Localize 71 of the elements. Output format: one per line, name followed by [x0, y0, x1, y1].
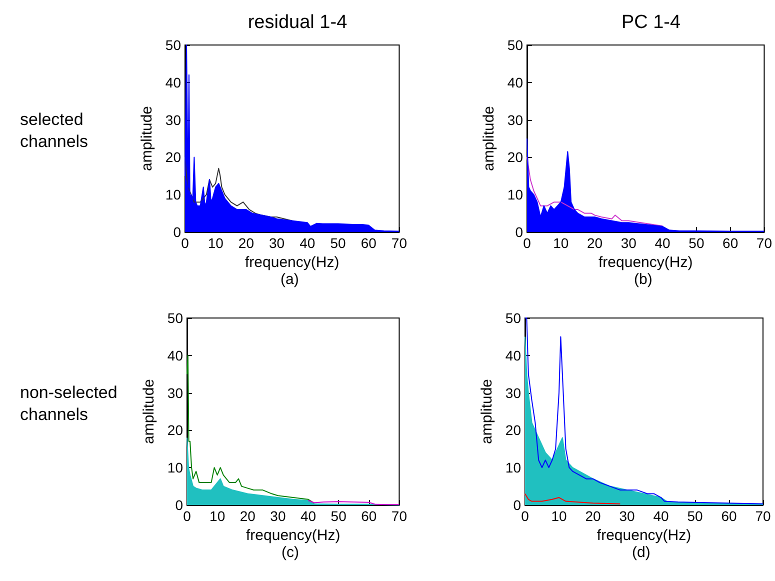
x-tick-label: 20 — [238, 235, 254, 251]
x-axis-title: frequency(Hz) — [245, 254, 340, 271]
y-tick-label: 0 — [515, 224, 524, 240]
x-tick-label: 10 — [553, 235, 569, 251]
x-tick-label: 40 — [654, 235, 671, 251]
x-tick-label: 50 — [687, 508, 703, 524]
line-series — [526, 156, 664, 227]
chart-title: PC 1-4 — [621, 12, 681, 33]
x-tick-label: 70 — [391, 235, 408, 251]
y-tick-label: 10 — [165, 186, 182, 203]
x-tick-label: 50 — [688, 235, 704, 251]
x-tick-label: 60 — [722, 235, 738, 251]
x-tick-label: 50 — [330, 235, 346, 251]
x-tick-label: 60 — [360, 235, 377, 251]
y-tick-label: 20 — [167, 422, 184, 438]
y-tick-label: 40 — [507, 74, 524, 90]
text: (b) — [634, 271, 652, 288]
text: (d) — [632, 544, 650, 561]
x-tick-label: 50 — [330, 508, 347, 524]
x-tick-label: 70 — [755, 508, 771, 524]
x-tick-label: 30 — [270, 508, 286, 524]
x-tick-label: 20 — [586, 235, 603, 251]
y-tick-label: 30 — [167, 384, 184, 401]
line-series — [524, 493, 621, 504]
x-tick-label: 30 — [269, 235, 285, 251]
y-tick-label: 50 — [505, 310, 522, 326]
y-tick-label: 10 — [505, 460, 522, 476]
x-tick-label: 10 — [208, 235, 224, 251]
x-tick-label: 30 — [620, 235, 637, 251]
y-tick-label: 0 — [175, 497, 184, 513]
text: (a) — [280, 271, 299, 288]
x-tick-label: 30 — [619, 508, 635, 524]
x-tick-label: 40 — [653, 508, 669, 524]
x-tick-label: 60 — [361, 508, 377, 524]
y-tick-label: 10 — [167, 460, 184, 476]
x-tick-label: 20 — [240, 508, 256, 524]
x-tick-label: 40 — [300, 508, 316, 524]
x-axis-title: frequency(Hz) — [246, 526, 340, 544]
y-tick-label: 0 — [513, 497, 522, 513]
x-tick-label: 70 — [756, 235, 772, 251]
y-tick-label: 30 — [507, 112, 524, 128]
y-tick-label: 50 — [165, 37, 182, 53]
x-tick-label: 60 — [721, 508, 737, 524]
y-tick-label: 50 — [167, 310, 184, 326]
text: non-selected channels — [20, 383, 122, 424]
y-tick-label: 50 — [507, 37, 524, 53]
x-tick-label: 10 — [210, 508, 226, 524]
x-tick-label: 20 — [585, 508, 601, 524]
x-tick-label: 10 — [551, 508, 567, 524]
x-tick-label: 70 — [391, 508, 408, 524]
y-axis-title: amplitude — [478, 378, 496, 444]
chart-title: residual 1-4 — [248, 12, 348, 33]
text: selected channels — [20, 110, 88, 151]
y-tick-label: 20 — [165, 149, 182, 166]
y-tick-label: 40 — [167, 347, 184, 364]
y-tick-label: 40 — [165, 74, 182, 90]
x-tick-label: 40 — [300, 235, 316, 251]
y-axis-title: amplitude — [480, 106, 498, 172]
y-tick-label: 20 — [505, 422, 522, 438]
y-tick-label: 30 — [165, 112, 182, 128]
x-axis-title: frequency(Hz) — [596, 526, 692, 544]
y-tick-label: 40 — [505, 347, 522, 364]
line-series — [186, 354, 315, 504]
y-tick-label: 0 — [173, 224, 182, 240]
x-axis-title: frequency(Hz) — [598, 254, 693, 271]
text: (c) — [282, 544, 299, 561]
y-tick-label: 10 — [507, 186, 524, 203]
y-tick-label: 30 — [505, 384, 522, 401]
y-axis-title: amplitude — [140, 378, 158, 444]
y-axis-title: amplitude — [138, 106, 156, 172]
y-tick-label: 20 — [507, 149, 524, 166]
